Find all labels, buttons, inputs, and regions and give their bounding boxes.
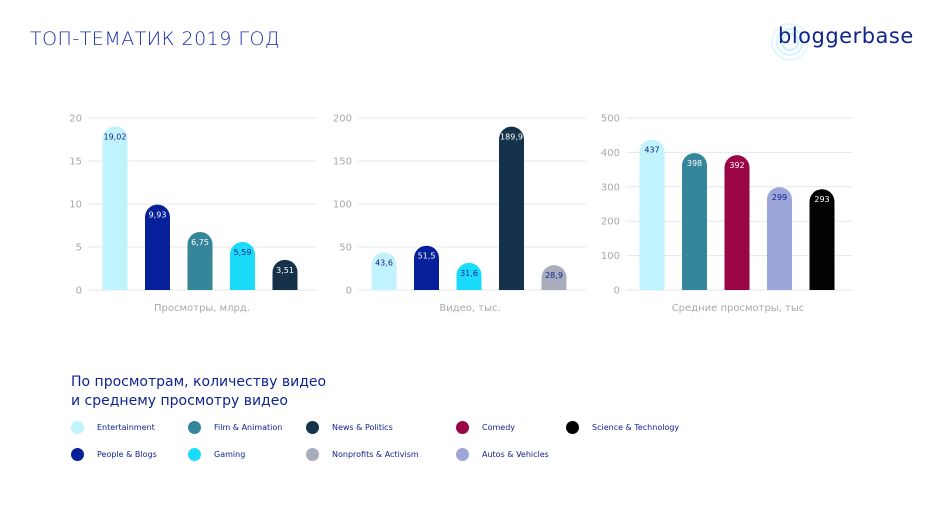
legend-item: Science & Technology — [566, 420, 679, 434]
y-tick-label: 200 — [333, 114, 352, 125]
legend-label: Nonprofits & Activism — [332, 449, 419, 459]
legend-item: News & Politics — [306, 420, 393, 434]
legend-item: Entertainment — [71, 420, 155, 434]
bar-news-politics — [499, 126, 524, 290]
y-tick-label: 500 — [601, 114, 620, 125]
data-label: 43,6 — [375, 259, 393, 268]
bar-autos-vehicles — [767, 187, 792, 290]
legend-title: По просмотрам, количеству видео и средне… — [71, 373, 326, 411]
legend-swatch-icon — [71, 447, 84, 461]
data-label: 392 — [729, 161, 744, 170]
y-tick-label: 10 — [69, 200, 82, 211]
data-label: 398 — [687, 159, 702, 168]
bar-film-animation — [187, 231, 213, 290]
legend-label: News & Politics — [332, 422, 393, 432]
bar-gaming — [230, 241, 255, 290]
legend-swatch-icon — [188, 447, 201, 461]
legend-label: Comedy — [482, 422, 516, 432]
legend-item: Nonprofits & Activism — [306, 447, 419, 461]
y-tick-label: 300 — [601, 182, 620, 193]
legend-item: Autos & Vehicles — [456, 447, 549, 461]
legend-swatch-icon — [566, 420, 579, 434]
y-tick-label: 0 — [76, 286, 82, 297]
data-label: 6,75 — [191, 238, 209, 247]
legend-label: Autos & Vehicles — [482, 449, 549, 459]
bar-entertainment — [371, 252, 397, 290]
x-axis-label: Видео, тыс. — [439, 303, 500, 314]
bar-comedy — [724, 155, 750, 290]
y-tick-label: 0 — [614, 286, 620, 297]
data-label: 437 — [644, 146, 659, 155]
data-label: 9,93 — [149, 211, 167, 220]
chart-2: 0 50 100 150 200 43,6 51,5 31,6 189,9 28,9 Видео, … — [333, 114, 586, 314]
bar-entertainment — [639, 139, 665, 290]
chart-1: 0 5 10 15 20 19,02 9,93 6,75 5,59 3,51 Просмотры, … — [69, 114, 316, 314]
bar-nonprofits-activism — [541, 265, 567, 290]
y-tick-label: 150 — [333, 157, 352, 168]
data-label: 31,6 — [460, 269, 478, 278]
legend-swatch-icon — [188, 420, 201, 434]
bar-people-blogs — [414, 245, 439, 290]
legend-swatch-icon — [306, 420, 319, 434]
legend-swatch-icon — [456, 420, 469, 434]
y-tick-label: 200 — [601, 217, 620, 228]
signal-waves-icon — [771, 23, 809, 61]
legend-item: People & Blogs — [71, 447, 157, 461]
data-label: 189,9 — [500, 133, 523, 142]
bar-science-technology — [809, 189, 835, 290]
y-tick-label: 400 — [601, 148, 620, 159]
y-tick-label: 50 — [339, 243, 352, 254]
bar-entertainment — [102, 126, 128, 290]
y-tick-label: 0 — [346, 286, 352, 297]
legend-title-line-2: и среднему просмотру видео — [71, 393, 288, 409]
legend-label: Entertainment — [97, 422, 155, 432]
data-label: 5,59 — [234, 248, 252, 257]
data-label: 3,51 — [276, 266, 294, 275]
legend-title-line-1: По просмотрам, количеству видео — [71, 374, 327, 390]
legend-label: Gaming — [214, 449, 246, 459]
legend-label: Film & Animation — [214, 422, 283, 432]
data-label: 19,02 — [104, 132, 127, 141]
bar-gaming — [456, 262, 482, 290]
legend-swatch-icon — [456, 447, 469, 461]
x-axis-label: Средние просмотры, тыс — [672, 303, 805, 314]
y-tick-label: 100 — [333, 200, 352, 211]
data-label: 28,9 — [545, 271, 563, 280]
legend-swatch-icon — [306, 447, 319, 461]
bar-people-blogs — [145, 204, 170, 290]
logo: bloggerbase — [760, 16, 930, 64]
y-tick-label: 100 — [601, 251, 620, 262]
data-label: 299 — [772, 193, 787, 202]
x-axis-label: Просмотры, млрд. — [154, 303, 250, 314]
y-tick-label: 15 — [69, 157, 82, 168]
logo-text: bloggerbase — [778, 24, 914, 48]
legend-item: Gaming — [188, 447, 245, 461]
page-title: ТОП-ТЕМАТИК 2019 ГОД — [30, 28, 281, 50]
y-tick-label: 20 — [69, 114, 82, 125]
charts-area: 0 5 10 15 20 19,02 9,93 6,75 5,59 3,51 Просмотры, … — [69, 114, 852, 314]
legend-label: People & Blogs — [97, 449, 157, 459]
bar-news-politics — [272, 259, 298, 290]
legend-item: Comedy — [456, 420, 515, 434]
legend-label: Science & Technology — [592, 422, 680, 432]
chart-3: 0 100 200 300 400 500 437 398 392 299 293 Средние п… — [601, 114, 852, 314]
legend-swatch-icon — [71, 420, 84, 434]
data-label: 293 — [814, 195, 829, 204]
data-label: 51,5 — [418, 252, 436, 261]
legend-item: Film & Animation — [188, 420, 282, 434]
y-tick-label: 5 — [76, 243, 82, 254]
bar-film-animation — [682, 153, 707, 290]
